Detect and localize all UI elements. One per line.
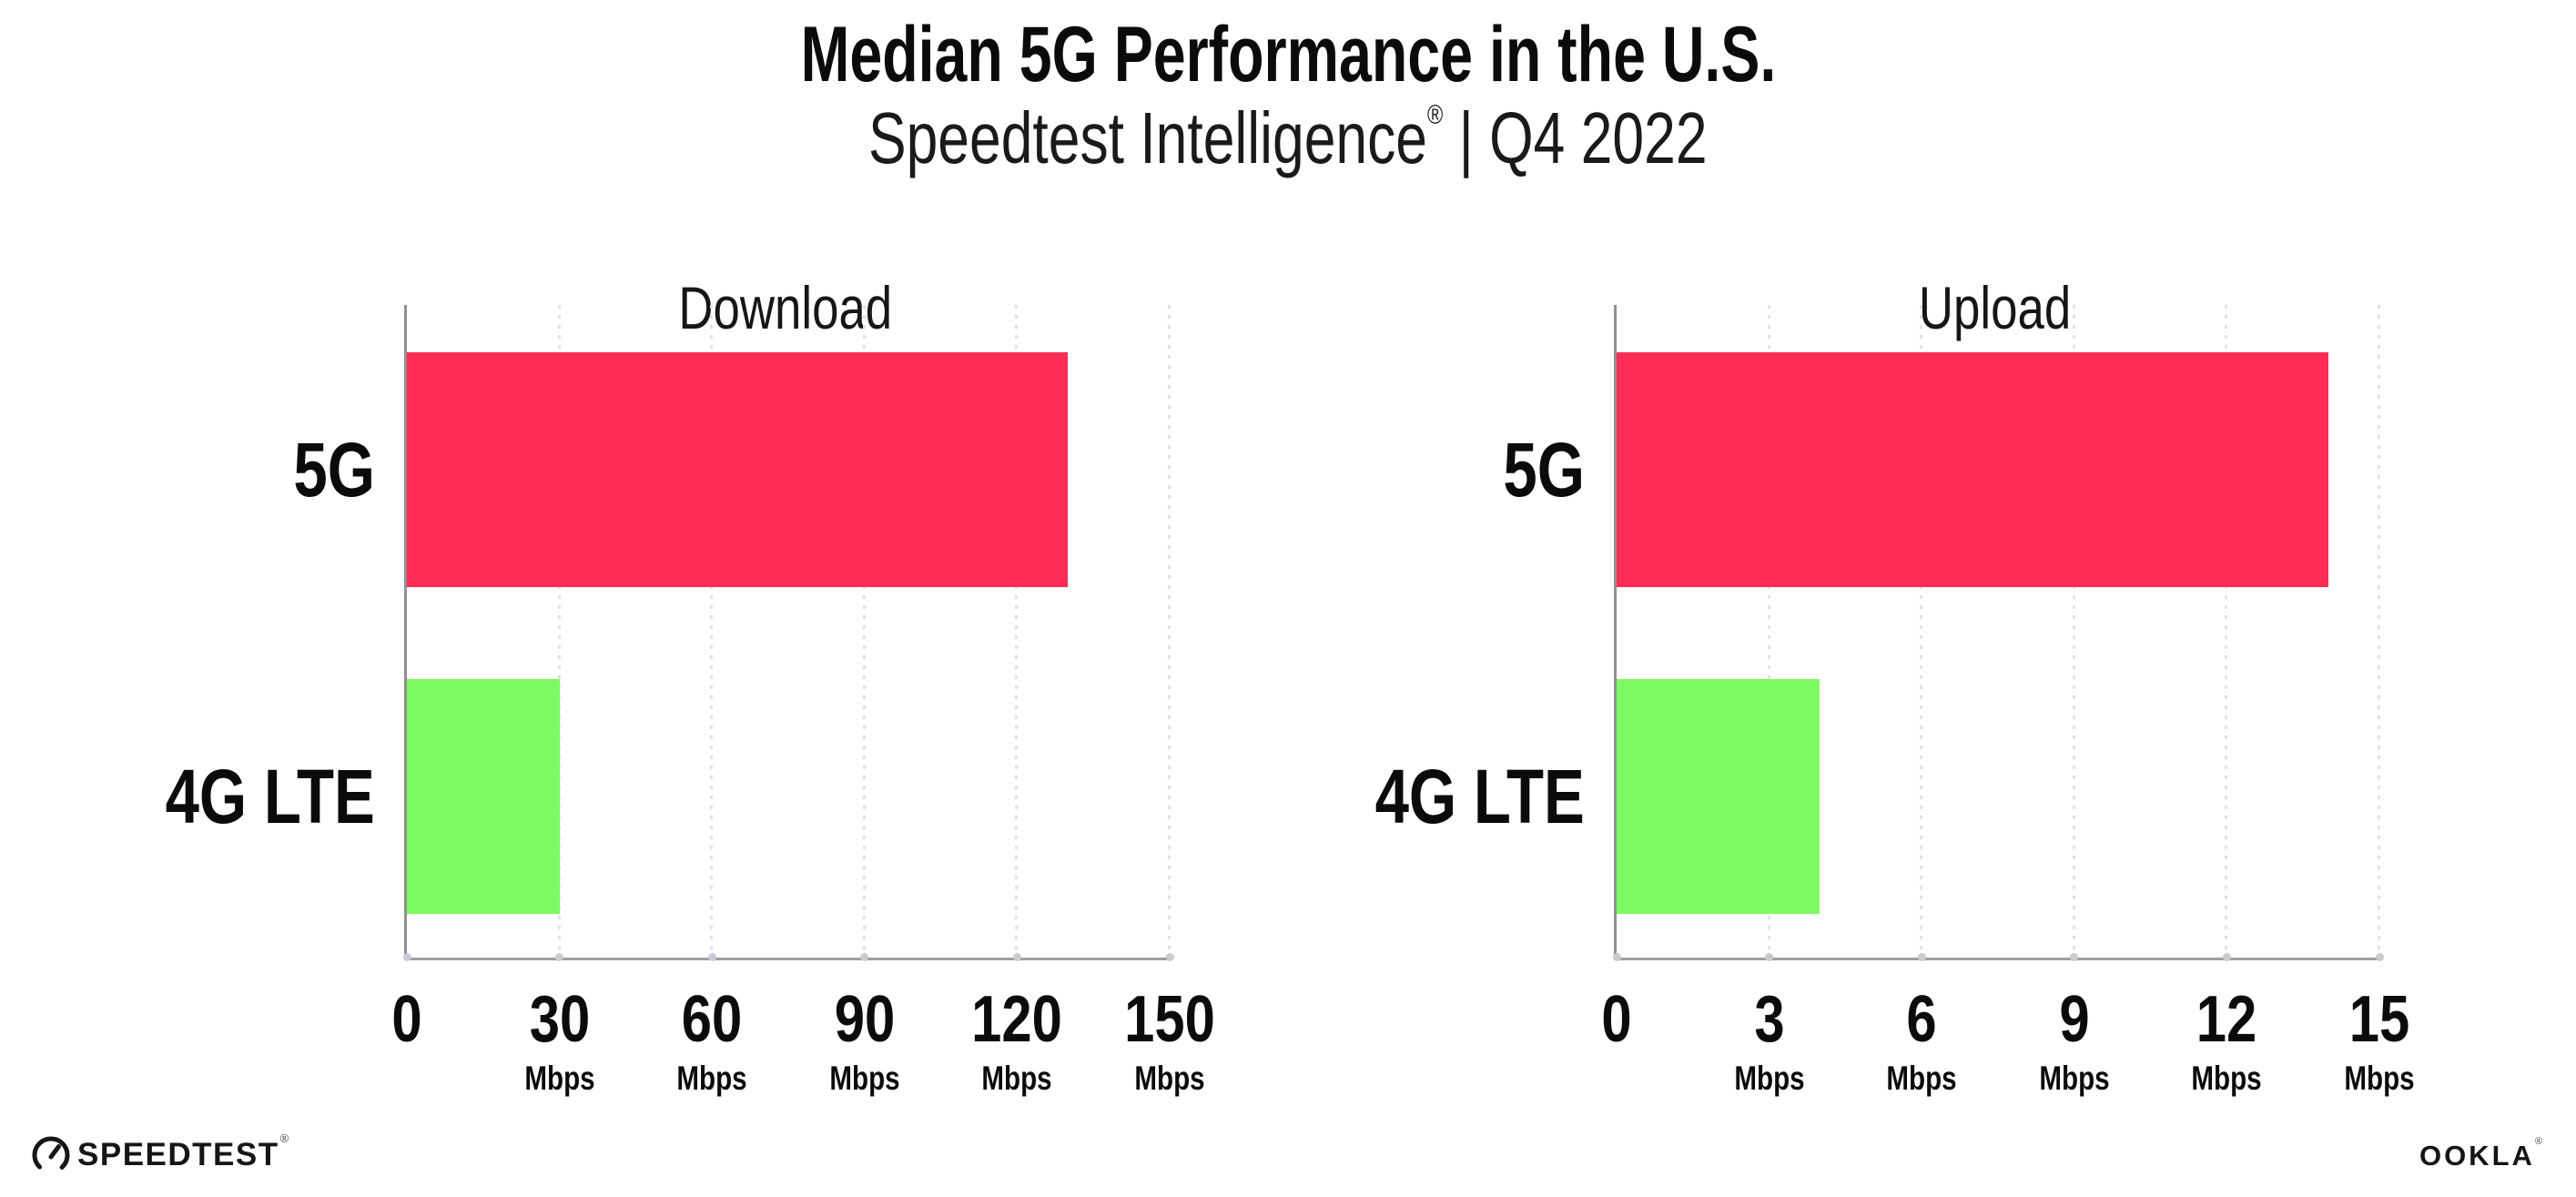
download-chart: Download 5G 4G LTE 0 30 Mbps 60 Mbps 90 Mbps 12… xyxy=(86,209,1215,1120)
ookla-logo: OOKLA® xyxy=(2419,1136,2545,1172)
x-tick-label-15: 15 xyxy=(2348,983,2410,1056)
x-tick-unit: Mbps xyxy=(523,1060,595,1097)
gridline-9 xyxy=(2072,305,2075,958)
gridline-150 xyxy=(1168,305,1171,958)
gridline-12 xyxy=(2225,305,2228,958)
x-tick-label-0: 0 xyxy=(391,983,422,1056)
x-tick-label-12: 12 xyxy=(2196,983,2257,1056)
axis-tick-dot xyxy=(860,953,869,961)
gridline-6 xyxy=(1920,305,1923,958)
x-tick-unit: Mbps xyxy=(676,1060,747,1097)
gridline-90 xyxy=(862,305,866,958)
category-label-5g: 5G xyxy=(1503,427,1585,512)
upload-plot-area: 0 3 Mbps 6 Mbps 9 Mbps 12 Mbps 15 Mbps xyxy=(1601,305,2415,1097)
x-tick-label-30: 30 xyxy=(529,983,590,1056)
download-chart-title: Download xyxy=(678,273,893,341)
bar-4g-lte xyxy=(407,679,560,914)
x-tick-label-150: 150 xyxy=(1124,983,1215,1056)
x-tick-unit: Mbps xyxy=(2344,1060,2415,1097)
ookla-wordmark: OOKLA® xyxy=(2419,1136,2545,1172)
axis-tick-dot xyxy=(1612,953,1621,961)
gridline-60 xyxy=(710,305,714,958)
x-tick-label-0: 0 xyxy=(1601,983,1632,1056)
page-subtitle: Speedtest Intelligence® | Q4 2022 xyxy=(0,98,2576,178)
gridline-15 xyxy=(2378,305,2380,958)
subtitle-period: | Q4 2022 xyxy=(1443,97,1708,178)
category-label-5g: 5G xyxy=(293,427,375,512)
axis-tick-dot xyxy=(707,953,716,961)
bar-4g-lte xyxy=(1617,679,1820,914)
x-tick-unit: Mbps xyxy=(1733,1060,1805,1097)
download-plot-area: 0 30 Mbps 60 Mbps 90 Mbps 120 Mbps 150 Mbps xyxy=(391,305,1215,1097)
x-tick-unit: Mbps xyxy=(1134,1060,1205,1097)
axis-tick-dot xyxy=(2375,953,2384,961)
axis-tick-dot xyxy=(1165,953,1174,961)
x-tick-label-6: 6 xyxy=(1906,983,1937,1056)
axis-tick-dot xyxy=(555,953,564,961)
axis-tick-dot xyxy=(1012,953,1021,961)
axis-tick-dot xyxy=(1765,953,1774,961)
x-tick-label-9: 9 xyxy=(2059,983,2090,1056)
x-tick-unit: Mbps xyxy=(981,1060,1053,1097)
x-tick-label-3: 3 xyxy=(1753,983,1785,1056)
upload-chart: Upload 5G 4G LTE 0 3 Mbps 6 Mbps 9 Mbps 12 Mbps 1… xyxy=(1295,209,2415,1120)
ookla-registered-mark: ® xyxy=(2534,1136,2545,1147)
x-tick-unit: Mbps xyxy=(1886,1060,1957,1097)
gridline-30 xyxy=(557,305,561,958)
speedtest-wordmark: SPEEDTEST® xyxy=(77,1131,290,1172)
bar-5g xyxy=(1617,352,2329,587)
subtitle-brand: Speedtest Intelligence xyxy=(868,97,1428,178)
x-tick-unit: Mbps xyxy=(2039,1060,2110,1097)
speedtest-gauge-icon xyxy=(32,1136,70,1174)
gridline-3 xyxy=(1767,305,1770,958)
x-tick-unit: Mbps xyxy=(2191,1060,2263,1097)
x-tick-label-90: 90 xyxy=(834,983,896,1056)
category-label-4g-lte: 4G LTE xyxy=(1374,754,1585,839)
x-tick-unit: Mbps xyxy=(829,1060,900,1097)
page-title-text: Median 5G Performance in the U.S. xyxy=(800,11,1776,98)
upload-chart-title: Upload xyxy=(1919,273,2072,341)
bar-5g xyxy=(407,352,1069,587)
speedtest-registered-mark: ® xyxy=(279,1131,290,1145)
axis-tick-dot xyxy=(1917,953,1926,961)
gridline-120 xyxy=(1015,305,1019,958)
axis-tick-dot xyxy=(2222,953,2231,961)
speedtest-logo: SPEEDTEST® xyxy=(30,1131,290,1177)
axis-tick-dot xyxy=(2070,953,2079,961)
registered-mark: ® xyxy=(1427,100,1444,130)
x-tick-label-120: 120 xyxy=(971,983,1063,1056)
category-label-4g-lte: 4G LTE xyxy=(165,754,375,839)
page-title: Median 5G Performance in the U.S. xyxy=(0,13,2576,96)
axis-tick-dot xyxy=(402,953,411,961)
x-tick-label-60: 60 xyxy=(681,983,743,1056)
